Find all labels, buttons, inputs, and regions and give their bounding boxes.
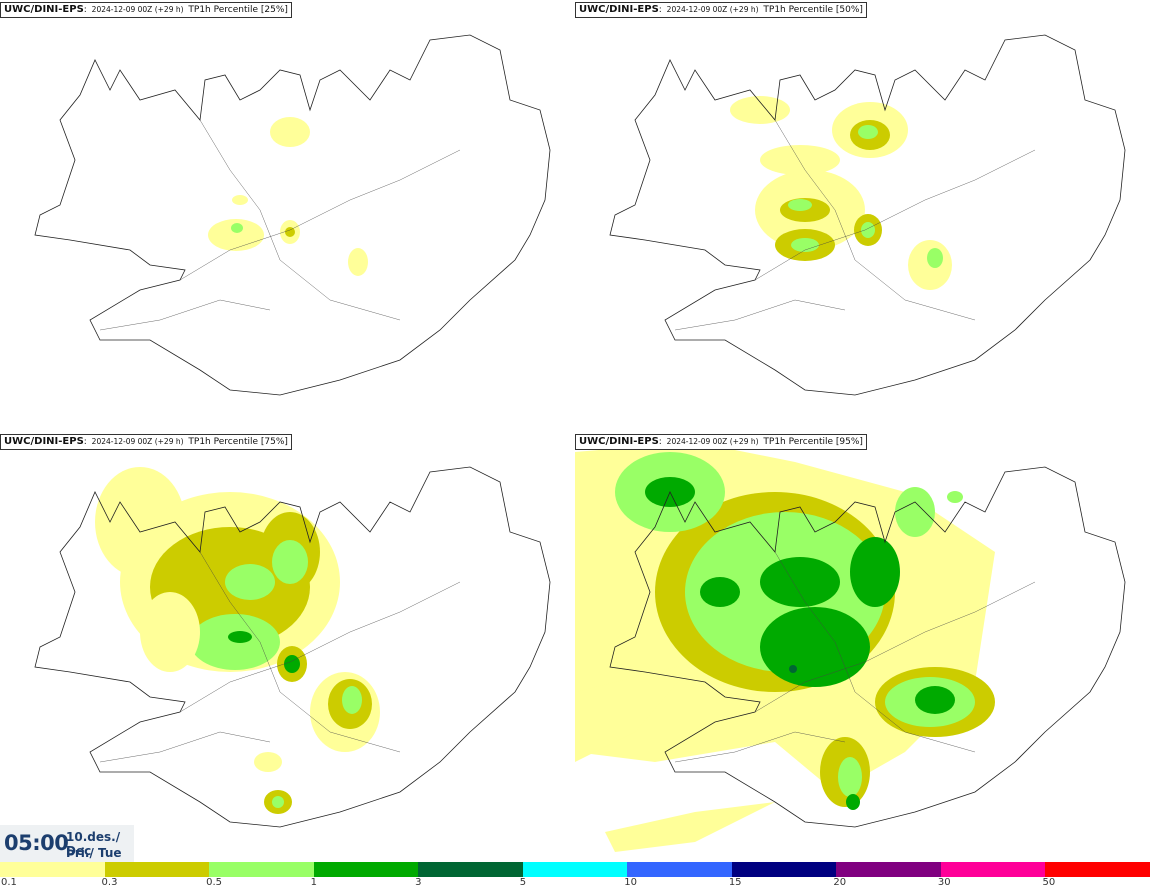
roads-rivers (99, 551, 461, 763)
coastline (609, 34, 1126, 396)
map-panel-p50: UWC/DINI-EPS: 2024-12-09 00Z (+29 h) TP1… (575, 0, 1150, 431)
coastline (609, 466, 1126, 828)
variable-name: TP1h Percentile [25%] (188, 5, 288, 15)
map-panel-p25: UWC/DINI-EPS: 2024-12-09 00Z (+29 h) TP1… (0, 0, 575, 431)
scale-swatch (209, 862, 314, 877)
roads-rivers (674, 119, 1036, 331)
color-scale-ticks: 0.1 0.3 0.5 1 3 5 10 15 20 30 50 (0, 877, 1150, 891)
valid-date: 10.des./ Dec (66, 830, 121, 858)
panel-title: UWC/DINI-EPS: 2024-12-09 00Z (+29 h) TP1… (575, 434, 867, 450)
precip-fields (575, 442, 995, 852)
run-time: 2024-12-09 00Z (+29 h) (666, 437, 759, 446)
iceland-map-p75 (34, 466, 551, 828)
scale-tick-label: 15 (728, 877, 742, 888)
valid-time-box: 05:00 10.des./ Dec Þri./ Tue (0, 825, 134, 863)
scale-swatch (418, 862, 523, 877)
scale-tick-label: 1 (310, 877, 317, 888)
scale-tick-label: 5 (519, 877, 527, 888)
model-name: UWC/DINI-EPS (4, 4, 84, 15)
panel-title: UWC/DINI-EPS: 2024-12-09 00Z (+29 h) TP1… (0, 2, 292, 18)
scale-swatch (940, 862, 1046, 877)
panel-title: UWC/DINI-EPS: 2024-12-09 00Z (+29 h) TP1… (0, 434, 292, 450)
run-time: 2024-12-09 00Z (+29 h) (91, 5, 184, 14)
scale-tick-label: 20 (833, 877, 847, 888)
model-name: UWC/DINI-EPS (4, 436, 84, 447)
iceland-map-p50 (609, 34, 1126, 396)
precip-fields (208, 117, 368, 276)
roads-rivers (674, 551, 1036, 763)
iceland-map-p25 (34, 34, 551, 396)
variable-name: TP1h Percentile [95%] (763, 437, 863, 447)
scale-swatch (836, 862, 941, 877)
map-panel-p95: UWC/DINI-EPS: 2024-12-09 00Z (+29 h) TP1… (575, 432, 1150, 863)
variable-name: TP1h Percentile [50%] (763, 5, 863, 15)
variable-name: TP1h Percentile [75%] (188, 437, 288, 447)
scale-tick-label: 50 (1042, 877, 1056, 888)
scale-tick-label: 0.1 (1, 877, 17, 888)
scale-swatch (1045, 862, 1150, 877)
scale-tick-label: 3 (415, 877, 422, 888)
run-time: 2024-12-09 00Z (+29 h) (91, 437, 184, 446)
scale-tick-label: 30 (937, 877, 951, 888)
scale-swatch (313, 862, 419, 877)
iceland-map-p95 (575, 442, 1126, 852)
model-name: UWC/DINI-EPS (579, 4, 659, 15)
precip-fields (95, 467, 380, 814)
scale-swatch (104, 862, 210, 877)
run-time: 2024-12-09 00Z (+29 h) (666, 5, 759, 14)
scale-tick-label: 0.3 (101, 877, 118, 888)
scale-swatch (731, 862, 837, 877)
map-panel-p75: UWC/DINI-EPS: 2024-12-09 00Z (+29 h) TP1… (0, 432, 575, 863)
precip-fields (730, 96, 952, 290)
roads-rivers (99, 119, 461, 331)
coastline (34, 34, 551, 396)
valid-time: 05:00 (4, 831, 69, 855)
scale-swatch (522, 862, 628, 877)
model-name: UWC/DINI-EPS (579, 436, 659, 447)
coastline (34, 466, 551, 828)
scale-tick-label: 10 (624, 877, 637, 888)
scale-tick-label: 0.5 (206, 877, 222, 888)
panel-title: UWC/DINI-EPS: 2024-12-09 00Z (+29 h) TP1… (575, 2, 867, 18)
scale-swatch (0, 862, 105, 877)
color-scale (0, 862, 1150, 877)
scale-swatch (627, 862, 732, 877)
valid-weekday: Þri./ Tue (66, 846, 122, 860)
